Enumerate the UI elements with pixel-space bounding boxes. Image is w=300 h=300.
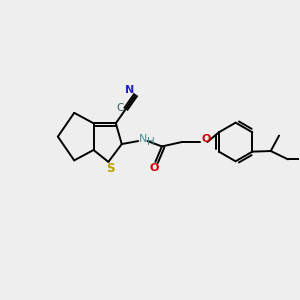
Text: N: N xyxy=(125,85,135,95)
Text: S: S xyxy=(106,162,115,175)
Text: N: N xyxy=(139,134,148,144)
Text: O: O xyxy=(149,164,159,173)
Text: H: H xyxy=(147,137,154,147)
Text: O: O xyxy=(202,134,211,144)
Text: C: C xyxy=(116,103,124,113)
